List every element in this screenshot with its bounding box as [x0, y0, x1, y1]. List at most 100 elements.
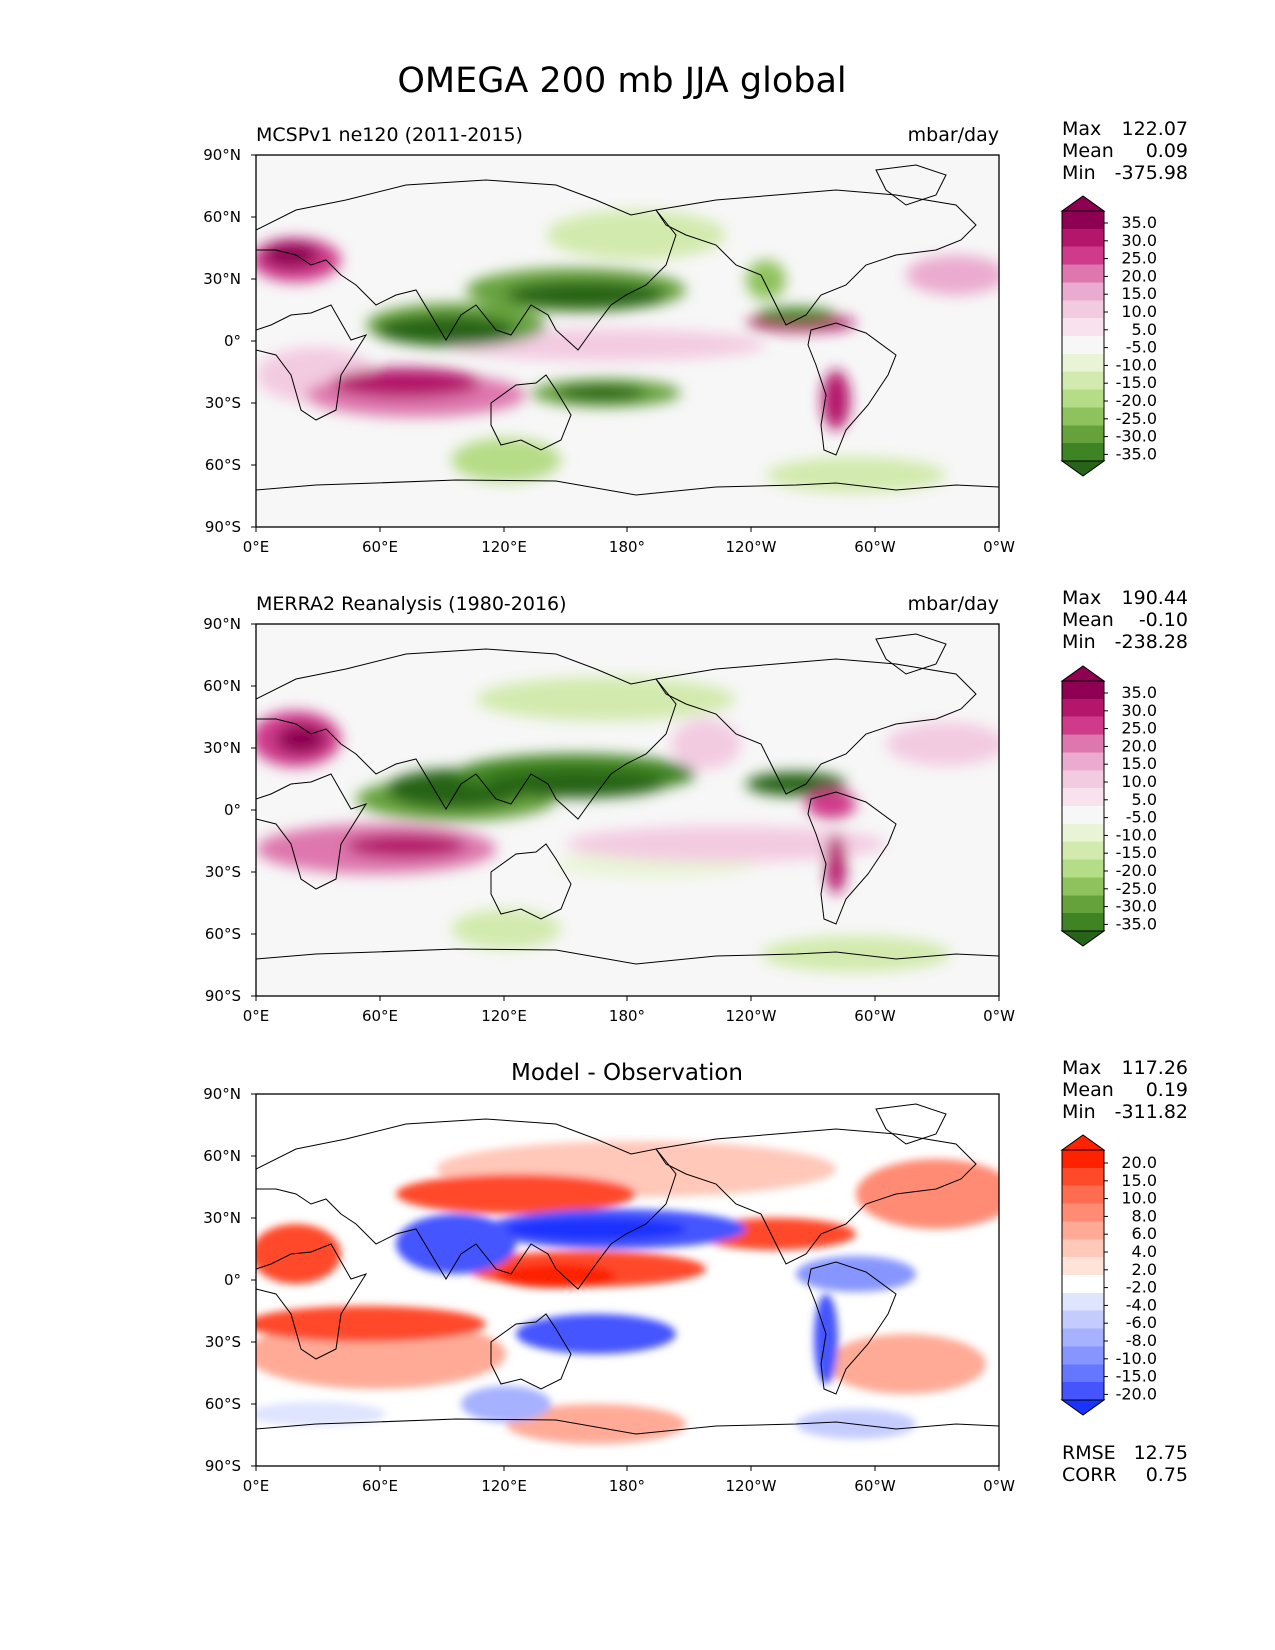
colorbar-tick-label: 35.0 — [1121, 213, 1157, 232]
colorbar-tick-label: 8.0 — [1132, 1206, 1157, 1225]
colorbar-tick-label: -25.0 — [1116, 879, 1157, 898]
panel-model-stats: Max 122.07 Mean 0.09 Min -375.98 — [1062, 118, 1188, 184]
metric-value-corr: 0.75 — [1146, 1464, 1188, 1486]
y-tick-label: 0° — [224, 801, 241, 819]
stat-label-max: Max — [1062, 587, 1101, 609]
colorbar-tick-label: -10.0 — [1116, 1349, 1157, 1368]
panel-diff-y-ticks: 90°N 60°N 30°N 0° 30°S 60°S 90°S — [203, 1085, 256, 1475]
colorbar-tick-label: -6.0 — [1126, 1313, 1157, 1332]
y-tick-label: 30°N — [203, 1209, 241, 1227]
y-tick-label: 30°S — [205, 863, 241, 881]
y-tick-label: 90°S — [205, 1457, 241, 1475]
x-tick-label: 60°E — [362, 1007, 398, 1025]
panel-diff-x-ticks: 0°E 60°E 120°E 180° 120°W 60°W 0°W — [243, 1466, 1015, 1495]
colorbar-tick-label: -25.0 — [1116, 409, 1157, 428]
metric-value-rmse: 12.75 — [1134, 1442, 1188, 1464]
stat-label-max: Max — [1062, 118, 1101, 140]
stat-value-mean: -0.10 — [1139, 609, 1188, 631]
metric-label-rmse: RMSE — [1062, 1442, 1116, 1464]
panel-diff: Model - Observation — [203, 1057, 1188, 1495]
panel-diff-field — [256, 1094, 999, 1466]
panel-obs-colorbar: 35.030.025.020.015.010.05.0-5.0-10.0-15.… — [1060, 665, 1157, 947]
colorbar-tick-label: 15.0 — [1121, 1171, 1157, 1190]
panel-model-y-ticks: 90°N 60°N 30°N 0° 30°S 60°S 90°S — [203, 146, 256, 536]
panel-diff-stats: Max 117.26 Mean 0.19 Min -311.82 — [1062, 1057, 1188, 1123]
y-tick-label: 30°N — [203, 739, 241, 757]
y-tick-label: 0° — [224, 332, 241, 350]
panel-obs-title: MERRA2 Reanalysis (1980-2016) — [256, 593, 567, 615]
y-tick-label: 60°N — [203, 1147, 241, 1165]
x-tick-label: 0°E — [243, 1477, 270, 1495]
stat-value-min: -311.82 — [1115, 1101, 1188, 1123]
stat-value-min: -238.28 — [1115, 631, 1188, 653]
colorbar-tick-label: -10.0 — [1116, 825, 1157, 844]
x-tick-label: 180° — [609, 538, 645, 556]
colorbar-tick-label: 30.0 — [1121, 701, 1157, 720]
y-tick-label: 90°S — [205, 987, 241, 1005]
panel-obs-units: mbar/day — [908, 593, 999, 615]
colorbar-tick-label: -35.0 — [1116, 444, 1157, 463]
colorbar-tick-label: 10.0 — [1121, 302, 1157, 321]
colorbar-tick-label: 5.0 — [1132, 790, 1157, 809]
stat-value-max: 117.26 — [1122, 1057, 1188, 1079]
stat-label-max: Max — [1062, 1057, 1101, 1079]
colorbar-tick-label: 25.0 — [1121, 249, 1157, 268]
panel-obs-x-ticks: 0°E 60°E 120°E 180° 120°W 60°W 0°W — [243, 996, 1015, 1025]
panel-obs-y-ticks: 90°N 60°N 30°N 0° 30°S 60°S 90°S — [203, 615, 256, 1005]
colorbar-tick-label: -15.0 — [1116, 373, 1157, 392]
stat-value-max: 190.44 — [1122, 587, 1188, 609]
x-tick-label: 0°E — [243, 538, 270, 556]
x-tick-label: 60°W — [854, 1007, 896, 1025]
colorbar-tick-label: 15.0 — [1121, 284, 1157, 303]
colorbar-tick-label: -5.0 — [1126, 808, 1157, 827]
colorbar-tick-label: -30.0 — [1116, 897, 1157, 916]
y-tick-label: 60°S — [205, 1395, 241, 1413]
stat-value-min: -375.98 — [1115, 162, 1188, 184]
colorbar-tick-label: 4.0 — [1132, 1242, 1157, 1261]
x-tick-label: 60°E — [362, 538, 398, 556]
colorbar-tick-label: 15.0 — [1121, 754, 1157, 773]
x-tick-label: 180° — [609, 1007, 645, 1025]
x-tick-label: 60°E — [362, 1477, 398, 1495]
panel-obs-stats: Max 190.44 Mean -0.10 Min -238.28 — [1062, 587, 1188, 653]
stat-value-mean: 0.19 — [1146, 1079, 1188, 1101]
x-tick-label: 120°E — [481, 1477, 527, 1495]
stat-label-min: Min — [1062, 631, 1096, 653]
y-tick-label: 90°N — [203, 615, 241, 633]
colorbar-tick-label: 5.0 — [1132, 320, 1157, 339]
y-tick-label: 30°N — [203, 270, 241, 288]
x-tick-label: 180° — [609, 1477, 645, 1495]
stat-label-mean: Mean — [1062, 1079, 1114, 1101]
colorbar-tick-label: -20.0 — [1116, 1384, 1157, 1403]
colorbar-tick-label: 6.0 — [1132, 1224, 1157, 1243]
y-tick-label: 30°S — [205, 394, 241, 412]
stat-label-min: Min — [1062, 162, 1096, 184]
y-tick-label: 90°N — [203, 1085, 241, 1103]
stat-label-mean: Mean — [1062, 140, 1114, 162]
colorbar-tick-label: 20.0 — [1121, 266, 1157, 285]
y-tick-label: 90°S — [205, 518, 241, 536]
colorbar-tick-label: 10.0 — [1121, 1189, 1157, 1208]
panel-model-title: MCSPv1 ne120 (2011-2015) — [256, 124, 523, 146]
colorbar-tick-label: 25.0 — [1121, 719, 1157, 738]
colorbar-tick-label: -10.0 — [1116, 355, 1157, 374]
panel-model: MCSPv1 ne120 (2011-2015) mbar/day — [203, 118, 1188, 556]
colorbar-tick-label: -15.0 — [1116, 1367, 1157, 1386]
panel-obs-field — [256, 624, 999, 996]
x-tick-label: 0°W — [983, 1007, 1015, 1025]
x-tick-label: 120°W — [726, 538, 777, 556]
y-tick-label: 60°N — [203, 677, 241, 695]
colorbar-tick-label: -30.0 — [1116, 427, 1157, 446]
colorbar-tick-label: -20.0 — [1116, 391, 1157, 410]
stat-label-mean: Mean — [1062, 609, 1114, 631]
figure-title: OMEGA 200 mb JJA global — [397, 61, 846, 101]
y-tick-label: 30°S — [205, 1333, 241, 1351]
panel-model-units: mbar/day — [908, 124, 999, 146]
colorbar-tick-label: 2.0 — [1132, 1260, 1157, 1279]
panel-obs: MERRA2 Reanalysis (1980-2016) mbar/day — [203, 587, 1188, 1025]
colorbar-tick-label: -8.0 — [1126, 1331, 1157, 1350]
stat-value-mean: 0.09 — [1146, 140, 1188, 162]
colorbar-tick-label: -15.0 — [1116, 843, 1157, 862]
x-tick-label: 120°E — [481, 538, 527, 556]
